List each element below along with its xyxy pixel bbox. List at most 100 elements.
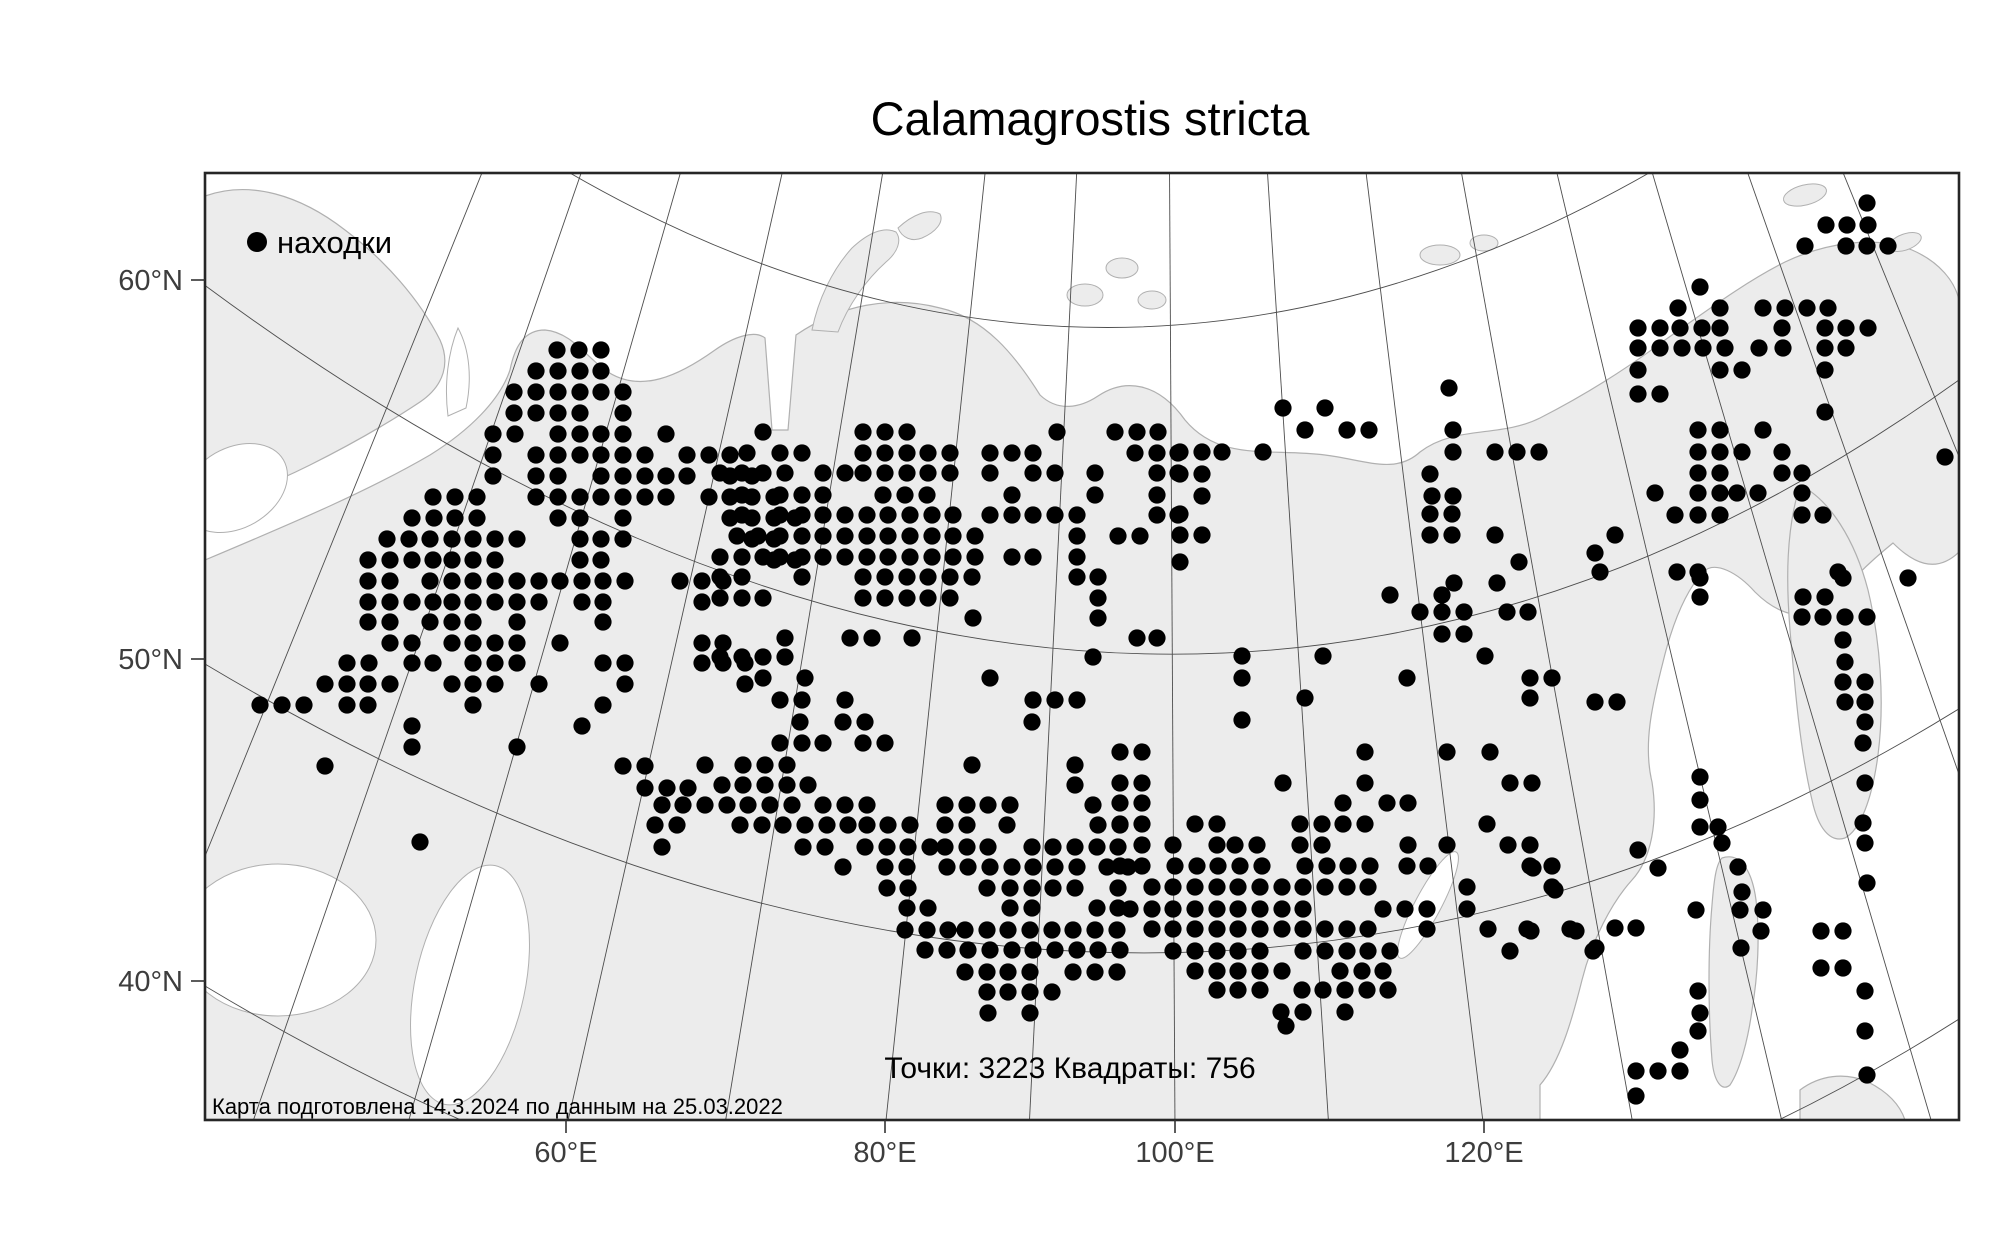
occurrence-dot: [1208, 878, 1226, 896]
occurrence-dot: [1443, 526, 1461, 544]
occurrence-dot: [1003, 486, 1021, 504]
occurrence-dot: [657, 425, 675, 443]
occurrence-dot: [1024, 548, 1042, 566]
occurrence-dot: [1587, 939, 1605, 957]
occurrence-dot: [1530, 443, 1548, 461]
occurrence-dot: [1143, 878, 1161, 896]
occurrence-dot: [728, 527, 746, 545]
occurrence-dot: [1003, 548, 1021, 566]
occurrence-dot: [963, 568, 981, 586]
occurrence-dot: [1064, 921, 1082, 939]
occurrence-dot: [1068, 568, 1086, 586]
occurrence-dot: [678, 446, 696, 464]
occurrence-dot: [1208, 815, 1226, 833]
occurrence-dot: [653, 796, 671, 814]
occurrence-dot: [549, 383, 567, 401]
occurrence-dot: [1166, 857, 1184, 875]
occurrence-dot: [359, 551, 377, 569]
occurrence-dot: [1691, 791, 1709, 809]
occurrence-dot: [1440, 379, 1458, 397]
occurrence-dot: [814, 527, 832, 545]
occurrence-dot: [464, 613, 482, 631]
occurrence-dot: [1294, 878, 1312, 896]
occurrence-dot: [1458, 878, 1476, 896]
occurrence-dot: [1411, 603, 1429, 621]
occurrence-dot: [378, 530, 396, 548]
lat-tick-label: 50°N: [118, 644, 183, 676]
occurrence-dot: [653, 838, 671, 856]
occurrence-dot: [771, 527, 789, 545]
occurrence-dot: [1106, 423, 1124, 441]
occurrence-dot: [1899, 569, 1917, 587]
occurrence-dot: [1208, 942, 1226, 960]
occurrence-dot: [1486, 526, 1504, 544]
occurrence-dot: [1272, 1003, 1290, 1021]
occurrence-dot: [944, 548, 962, 566]
legend: находки: [247, 225, 392, 260]
occurrence-dot: [1649, 1062, 1667, 1080]
occurrence-dot: [549, 467, 567, 485]
occurrence-dot: [403, 634, 421, 652]
occurrence-dot: [1208, 920, 1226, 938]
occurrence-dot: [592, 488, 610, 506]
occurrence-dot: [1356, 774, 1374, 792]
occurrence-dot: [571, 488, 589, 506]
occurrence-dot: [1148, 506, 1166, 524]
occurrence-dot: [1251, 981, 1269, 999]
occurrence-dot: [1044, 838, 1062, 856]
occurrence-dot: [1353, 962, 1371, 980]
occurrence-dot: [1479, 920, 1497, 938]
occurrence-dot: [571, 530, 589, 548]
occurrence-dot: [1336, 1003, 1354, 1021]
occurrence-dot: [1711, 484, 1729, 502]
occurrence-dot: [919, 444, 937, 462]
occurrence-dot: [1858, 874, 1876, 892]
occurrence-dot: [733, 548, 751, 566]
occurrence-dot: [1837, 237, 1855, 255]
occurrence-dot: [1338, 878, 1356, 896]
occurrence-dot: [1793, 608, 1811, 626]
occurrence-dot: [403, 551, 421, 569]
occurrence-dot: [1709, 818, 1727, 836]
occurrence-dot: [1399, 836, 1417, 854]
occurrence-dot: [1186, 878, 1204, 896]
occurrence-dot: [571, 404, 589, 422]
occurrence-dot: [1226, 836, 1244, 854]
occurrence-dot: [1816, 339, 1834, 357]
occurrence-dot: [793, 568, 811, 586]
occurrence-dot: [530, 572, 548, 590]
occurrence-dot: [718, 796, 736, 814]
occurrence-dot: [1488, 574, 1506, 592]
occurrence-dot: [1671, 1041, 1689, 1059]
occurrence-dot: [1651, 339, 1669, 357]
occurrence-dot: [754, 589, 772, 607]
occurrence-dot: [1084, 796, 1102, 814]
occurrence-dot: [592, 383, 610, 401]
occurrence-dot: [1293, 981, 1311, 999]
occurrence-dot: [793, 691, 811, 709]
occurrence-dot: [424, 654, 442, 672]
occurrence-dot: [636, 779, 654, 797]
occurrence-dot: [338, 675, 356, 693]
meridian-line: [205, 173, 483, 858]
occurrence-dot: [733, 589, 751, 607]
occurrence-dot: [1673, 339, 1691, 357]
occurrence-dot: [771, 734, 789, 752]
occurrence-dot: [486, 654, 504, 672]
occurrence-dot: [486, 551, 504, 569]
stats-line: Точки: 3223 Квадраты: 756: [884, 1052, 1255, 1085]
lat-tick-label: 40°N: [118, 966, 183, 998]
occurrence-dot: [592, 425, 610, 443]
occurrence-dot: [1444, 421, 1462, 439]
occurrence-dot: [1856, 982, 1874, 1000]
occurrence-dot: [1314, 647, 1332, 665]
occurrence-dot: [879, 816, 897, 834]
occurrence-dot: [1251, 920, 1269, 938]
occurrence-dot: [1776, 299, 1794, 317]
occurrence-dot: [711, 548, 729, 566]
occurrence-dot: [739, 796, 757, 814]
occurrence-dot: [998, 816, 1016, 834]
occurrence-dot: [1816, 588, 1834, 606]
occurrence-dot: [1089, 816, 1107, 834]
occurrence-dot: [594, 593, 612, 611]
